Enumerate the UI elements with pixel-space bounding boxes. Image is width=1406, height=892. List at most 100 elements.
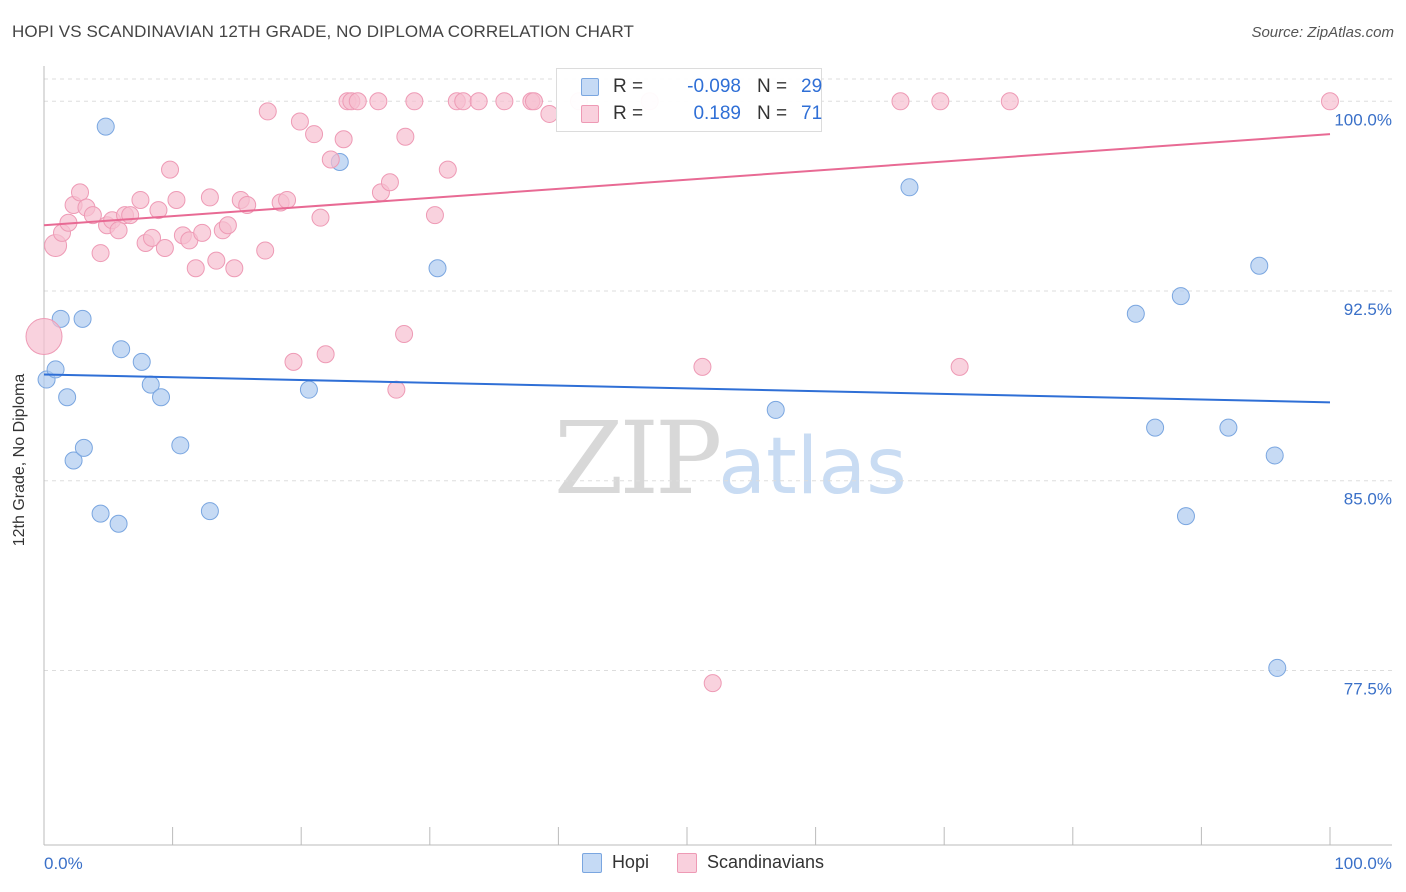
scandinavians-point (238, 196, 257, 215)
hopi-point (1171, 287, 1190, 306)
hopi-point (200, 502, 219, 521)
scandinavians-point (207, 251, 226, 270)
hopi-point (766, 400, 785, 419)
scandinavians-point (311, 208, 330, 227)
hopi-point (1219, 418, 1238, 437)
scandinavians-point (71, 183, 90, 202)
scandinavians-point (218, 216, 237, 235)
hopi-point (171, 436, 190, 455)
scandinavians-point (454, 92, 473, 111)
scandinavians-point (225, 259, 244, 278)
chart-title: HOPI VS SCANDINAVIAN 12TH GRADE, NO DIPL… (12, 22, 634, 41)
scandinavians-point (155, 239, 174, 258)
scandinavians-point (395, 325, 414, 344)
hopi-point (112, 340, 131, 359)
watermark-atlas: atlas (718, 422, 907, 512)
scand-n-value: 71 (801, 103, 823, 124)
scandinavians-point (186, 259, 205, 278)
legend-item-hopi[interactable]: Hopi (581, 852, 649, 873)
scandinavians-point (891, 92, 910, 111)
scandinavians-point (334, 130, 353, 149)
legend-scandinavians-swatch (676, 852, 697, 873)
hopi-point (132, 352, 151, 371)
y-tick-label: 100.0% (1334, 110, 1392, 129)
hopi-point (96, 117, 115, 136)
scandinavians-point (193, 223, 212, 242)
legend-item-scandinavians[interactable]: Scandinavians (676, 852, 825, 873)
scandinavians-point (161, 160, 180, 179)
scandinavians-point (425, 206, 444, 225)
scandinavians-point (121, 206, 140, 225)
scandinavians-point (1321, 92, 1339, 111)
hopi-point (109, 514, 128, 533)
scandinavians-point (256, 241, 275, 260)
legend-hopi-label: Hopi (611, 852, 649, 872)
stats-row-hopi: R = -0.098 N = 29 (581, 74, 822, 100)
scandinavians-point (438, 160, 457, 179)
scandinavians-point (469, 92, 488, 111)
hopi-n-label: N = (757, 76, 788, 97)
scandinavians-point (167, 190, 186, 209)
scandinavians-point (380, 173, 399, 192)
hopi-trend-line (43, 373, 1331, 404)
hopi-point (58, 388, 77, 407)
scandinavians-point (316, 345, 335, 364)
y-tick-label: 92.5% (1344, 300, 1392, 319)
scand-n-label: N = (757, 103, 788, 124)
stats-row-scandinavians: R = 0.189 N = 71 (581, 101, 822, 127)
hopi-r-value: -0.098 (687, 76, 741, 97)
scandinavians-point (278, 190, 297, 209)
hopi-point (900, 178, 919, 197)
scandinavians-point (396, 127, 415, 146)
hopi-point (73, 309, 92, 328)
hopi-r-label: R = (613, 76, 644, 97)
scandinavians-point (149, 201, 168, 220)
hopi-point (64, 451, 83, 470)
scand-r-label: R = (613, 103, 644, 124)
scandinavians-point (284, 352, 303, 371)
stats-box: R = -0.098 N = 29 R = 0.189 N = 71 (556, 68, 822, 132)
x-tick-label-min: 0.0% (44, 854, 83, 873)
legend: Hopi Scandinavians (0, 852, 1406, 873)
scand-r-value: 0.189 (693, 103, 741, 124)
hopi-point (152, 388, 171, 407)
y-tick-label: 77.5% (1344, 679, 1392, 698)
hopi-point (1146, 418, 1165, 437)
hopi-point (91, 504, 110, 523)
scandinavians-point (305, 125, 324, 144)
hopi-n-value: 29 (801, 76, 823, 97)
x-tick-label-max: 100.0% (1334, 854, 1392, 873)
scandinavians-point (91, 244, 110, 263)
source-credit: Source: ZipAtlas.com (1251, 24, 1394, 41)
hopi-point (1268, 658, 1287, 677)
hopi-point (428, 259, 447, 278)
scandinavians-trend-line (43, 133, 1331, 227)
scandinavians-point (931, 92, 950, 111)
scandinavians-point (83, 206, 102, 225)
scandinavians-point (131, 190, 150, 209)
scandinavians-point (693, 357, 712, 376)
scandinavians-point (25, 318, 63, 356)
scandinavians-point (495, 92, 514, 111)
scandinavians-point (143, 228, 162, 247)
watermark: ZIPatlas (554, 400, 907, 517)
scandinavians-point (1000, 92, 1019, 111)
hopi-swatch (581, 78, 599, 96)
scandinavians-point (258, 102, 277, 121)
scandinavians-point (369, 92, 388, 111)
hopi-point (1250, 256, 1269, 275)
hopi-point (299, 380, 318, 399)
scandinavians-swatch (581, 105, 599, 123)
scandinavians-point (405, 92, 424, 111)
hopi-point (1265, 446, 1284, 465)
scandinavians-point (387, 380, 406, 399)
scandinavians-point (524, 92, 543, 111)
scandinavians-point (321, 150, 340, 169)
scandinavians-point (109, 221, 128, 240)
y-axis-label: 12th Grade, No Diploma (11, 373, 28, 547)
hopi-point (1176, 507, 1195, 526)
y-tick-label: 85.0% (1344, 490, 1392, 509)
legend-scand-label: Scandinavians (706, 852, 825, 872)
legend-hopi-swatch (581, 852, 602, 873)
